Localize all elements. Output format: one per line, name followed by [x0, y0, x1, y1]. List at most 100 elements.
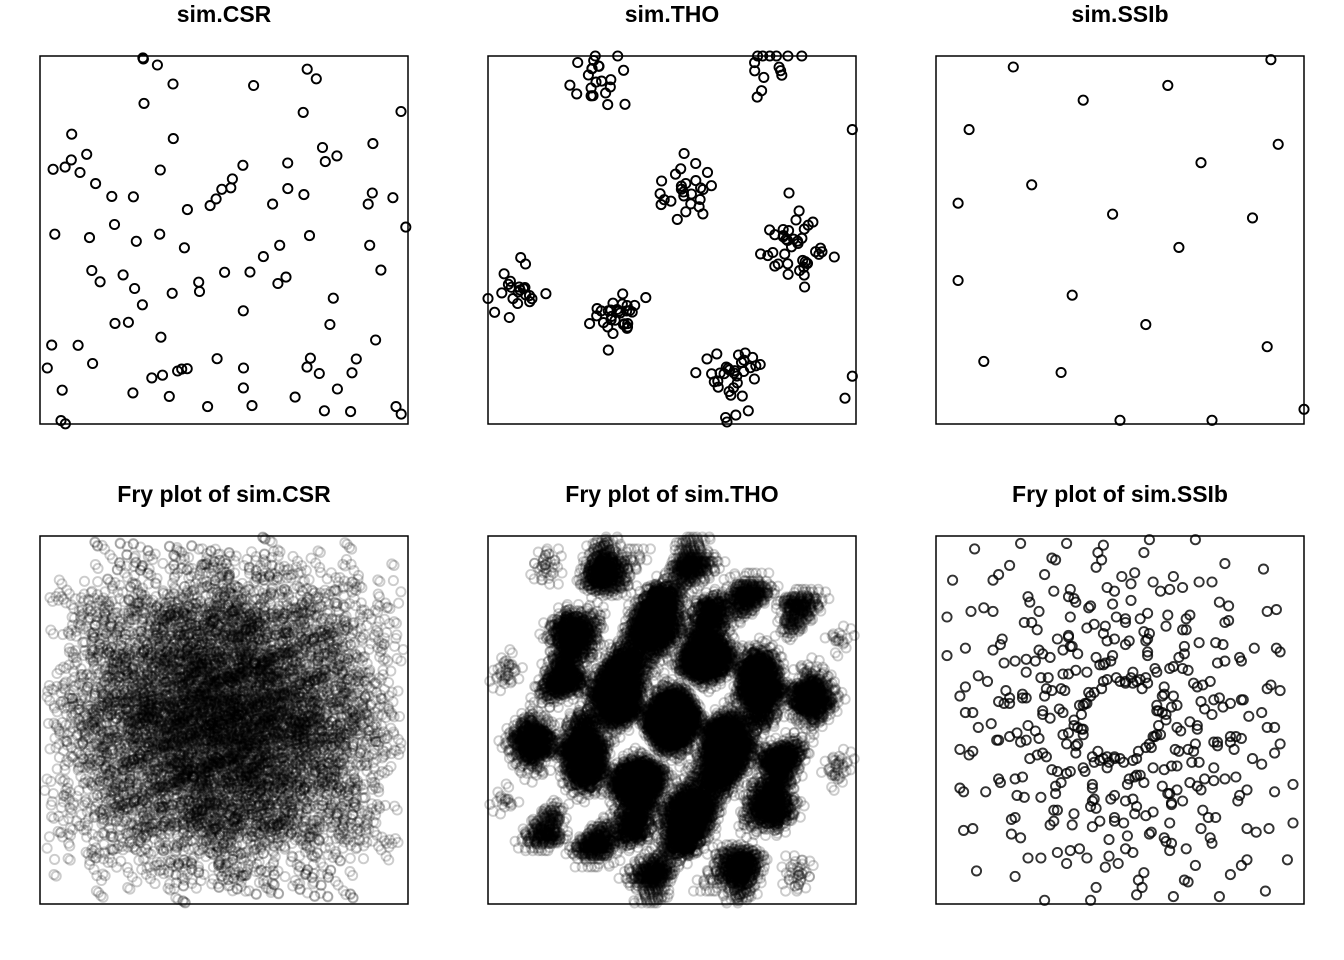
data-point — [158, 371, 167, 380]
data-point — [129, 192, 138, 201]
data-point — [110, 220, 119, 229]
data-point — [291, 393, 300, 402]
data-point — [673, 215, 682, 224]
data-point — [329, 294, 338, 303]
data-point — [641, 293, 650, 302]
data-point — [691, 159, 700, 168]
data-point — [620, 100, 629, 109]
data-point — [618, 289, 627, 298]
panel-sim-ssib: sim.SSIb — [936, 1, 1309, 425]
data-point — [88, 359, 97, 368]
data-point — [800, 282, 809, 291]
data-point — [110, 319, 119, 328]
data-point — [168, 289, 177, 298]
data-point — [731, 411, 740, 420]
data-point — [321, 157, 330, 166]
data-point — [299, 108, 308, 117]
data-point — [58, 386, 67, 395]
data-point — [497, 288, 506, 297]
data-point — [965, 125, 974, 134]
data-point — [43, 363, 52, 372]
data-point — [156, 333, 165, 342]
data-point — [565, 81, 574, 90]
data-point — [979, 357, 988, 366]
data-point — [346, 407, 355, 416]
data-point — [954, 276, 963, 285]
data-point — [516, 253, 525, 262]
data-point — [82, 150, 91, 159]
data-point — [388, 193, 397, 202]
data-point — [50, 230, 59, 239]
data-point — [283, 184, 292, 193]
data-point — [750, 374, 759, 383]
data-point — [213, 354, 222, 363]
data-point — [96, 277, 105, 286]
data-point — [346, 854, 355, 863]
data-point — [681, 207, 690, 216]
data-point — [239, 383, 248, 392]
chart-title: sim.CSR — [177, 1, 272, 27]
data-point — [49, 165, 58, 174]
data-point — [1079, 96, 1088, 105]
panel-fry-csr: Fry plot of sim.CSR — [40, 481, 408, 908]
data-point — [759, 73, 768, 82]
data-point — [1263, 342, 1272, 351]
data-point — [954, 199, 963, 208]
data-point — [132, 237, 141, 246]
data-point — [401, 223, 410, 232]
data-point — [738, 392, 747, 401]
data-point — [85, 233, 94, 242]
chart-title: sim.SSIb — [1071, 1, 1168, 27]
data-point — [74, 341, 83, 350]
data-point — [306, 354, 315, 363]
data-point — [1174, 243, 1183, 252]
data-point — [1248, 213, 1257, 222]
data-point — [245, 268, 254, 277]
data-point — [1196, 158, 1205, 167]
data-point — [325, 320, 334, 329]
data-point — [585, 319, 594, 328]
data-point — [247, 401, 256, 410]
data-point — [283, 158, 292, 167]
data-point — [228, 174, 237, 183]
data-point — [1009, 62, 1018, 71]
data-point — [312, 74, 321, 83]
data-point — [156, 165, 165, 174]
panel-sim-csr: sim.CSR — [40, 1, 410, 428]
plot-points — [40, 533, 408, 908]
data-point — [703, 168, 712, 177]
data-point — [273, 279, 282, 288]
data-point — [67, 130, 76, 139]
data-point — [332, 151, 341, 160]
data-point — [830, 252, 839, 261]
data-point — [365, 241, 374, 250]
data-point — [180, 243, 189, 252]
data-point — [784, 188, 793, 197]
data-point — [368, 188, 377, 197]
data-point — [604, 346, 613, 355]
data-point — [281, 273, 290, 282]
data-point — [87, 266, 96, 275]
data-point — [784, 270, 793, 279]
data-point — [657, 176, 666, 185]
data-point — [155, 230, 164, 239]
data-point — [147, 373, 156, 382]
data-point — [364, 200, 373, 209]
data-point — [130, 284, 139, 293]
data-point — [239, 306, 248, 315]
data-point — [107, 192, 116, 201]
data-point — [597, 77, 606, 86]
data-point — [500, 269, 509, 278]
data-point — [299, 190, 308, 199]
data-point — [183, 205, 192, 214]
data-point — [702, 354, 711, 363]
data-point — [791, 215, 800, 224]
data-point — [194, 278, 203, 287]
data-point — [1141, 320, 1150, 329]
chart-title: Fry plot of sim.CSR — [117, 481, 331, 507]
data-point — [259, 252, 268, 261]
data-point — [75, 168, 84, 177]
panel-sim-tho: sim.THO — [483, 1, 857, 427]
data-point — [573, 58, 582, 67]
data-point — [138, 300, 147, 309]
